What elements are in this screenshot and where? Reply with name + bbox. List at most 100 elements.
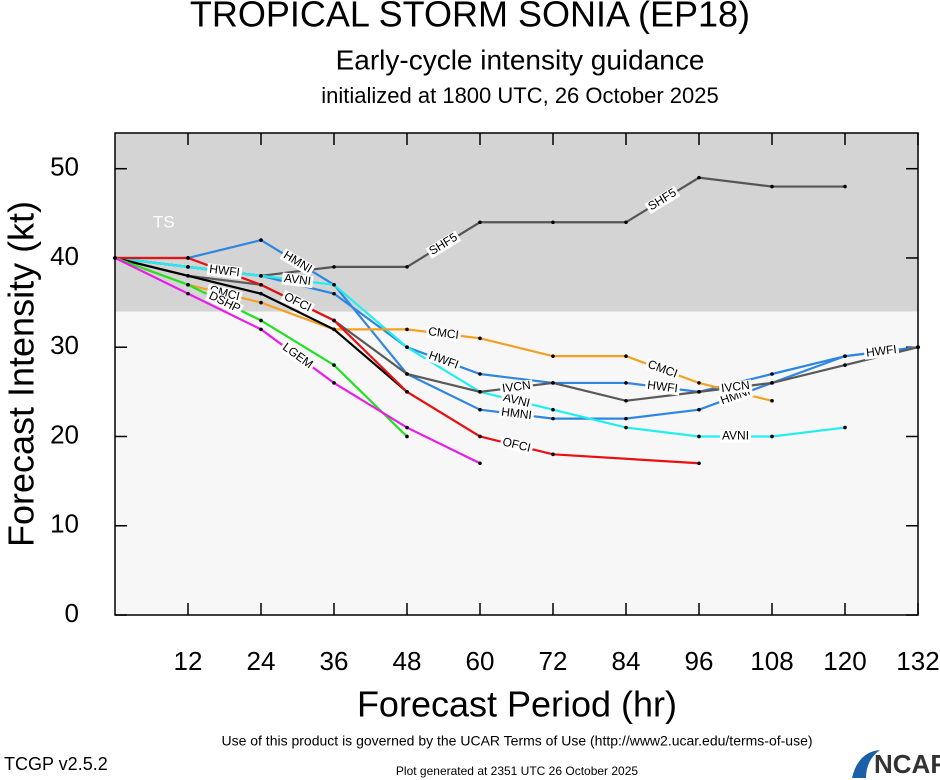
chart-subtitle: Early-cycle intensity guidance [336,44,705,75]
data-point [770,372,774,376]
data-point [624,381,628,385]
data-point [405,265,409,269]
series-label: AVNI [722,429,749,443]
series-label-group: HWFI [206,262,243,280]
data-point [332,363,336,367]
data-point [259,300,263,305]
data-point [624,416,628,421]
data-point [259,274,263,278]
data-point [478,336,482,341]
y-tick-label: 10 [50,509,79,539]
data-point [697,434,701,439]
data-point [551,354,555,358]
x-tick-label: 60 [466,646,495,676]
data-point [697,175,701,180]
data-point [259,327,263,332]
y-tick-label: 40 [50,241,79,271]
x-tick-label: 72 [539,646,568,676]
series-label-group: AVNI [499,390,534,411]
series-label-bg [206,263,243,280]
series-label: AVNI [502,390,532,410]
data-point [478,461,482,466]
series-label: HWFI [647,378,679,396]
logo-mark [852,750,880,778]
data-point [186,282,190,287]
x-tick-label: 120 [823,646,866,676]
series-label-bg [499,379,534,396]
x-tick-label: 24 [247,646,276,676]
series-label-group: HWFI [644,378,681,396]
terms-text: Use of this product is governed by the U… [221,733,812,749]
series-label-bg [718,379,753,396]
data-point [405,372,409,376]
y-axis-label: Forecast Intensity (kt) [1,201,42,547]
data-point [478,407,482,412]
y-tick-label: 0 [65,598,79,628]
data-point [697,381,701,385]
data-point [478,434,482,439]
data-point [186,274,190,278]
series-label: IVCN [501,378,531,395]
x-tick-label: 36 [320,646,349,676]
series-label-group: CMCI [425,324,462,342]
data-point [478,220,482,225]
plot-frame [114,132,919,616]
data-point [332,327,336,332]
data-point [843,363,847,367]
data-point [332,318,336,323]
x-tick-label: 12 [174,646,203,676]
data-point [843,425,847,430]
series-label-bg [206,283,243,304]
data-point [332,381,336,385]
series-label-bg [644,379,681,396]
y-tick-label: 50 [50,152,79,182]
data-point [405,327,409,332]
data-point [843,354,847,358]
data-point [186,265,190,269]
data-point [624,425,628,430]
data-point [332,265,336,269]
series-label: CMCI [428,324,460,342]
series-label-bg [863,343,900,360]
data-point [551,416,555,421]
series-label-bg [719,430,752,443]
x-tick-label: 108 [750,646,793,676]
init-text: initialized at 1800 UTC, 26 October 2025 [321,83,718,108]
x-tick-label: 96 [685,646,714,676]
data-point [186,291,190,296]
x-tick-label: 84 [612,646,641,676]
data-point [259,318,263,323]
series-label-group: AVNI [719,429,752,443]
data-point [697,461,701,466]
series-label: OFCI [501,434,532,454]
series-label-group: IVCN [718,378,753,396]
series-label-group: HWFI [863,342,900,360]
version-text: TCGP v2.5.2 [4,754,108,774]
series-label-bg [278,340,317,373]
data-point [259,238,263,242]
data-point [551,381,555,385]
series-label-bg [499,391,534,411]
series-label-bg [425,230,462,259]
x-tick-label: 48 [393,646,422,676]
series-label-group: IVCN [499,378,534,396]
series-label-bg [281,272,314,289]
series-line [115,256,700,465]
series-label-bg [498,406,535,423]
data-point [624,220,628,225]
data-point [332,291,336,296]
data-point [551,407,555,412]
series-label: IVCN [720,378,750,395]
logo-text: NCAR [874,749,940,779]
series-label-group: OFCI [499,434,534,456]
data-point [624,398,628,403]
data-point [697,407,701,412]
data-point [843,184,847,189]
series-label-bg [644,357,681,382]
data-point [259,282,263,287]
data-point [405,390,409,394]
series-label: HWFI [209,262,241,280]
series-label: AVNI [283,271,312,288]
data-point [770,184,774,189]
